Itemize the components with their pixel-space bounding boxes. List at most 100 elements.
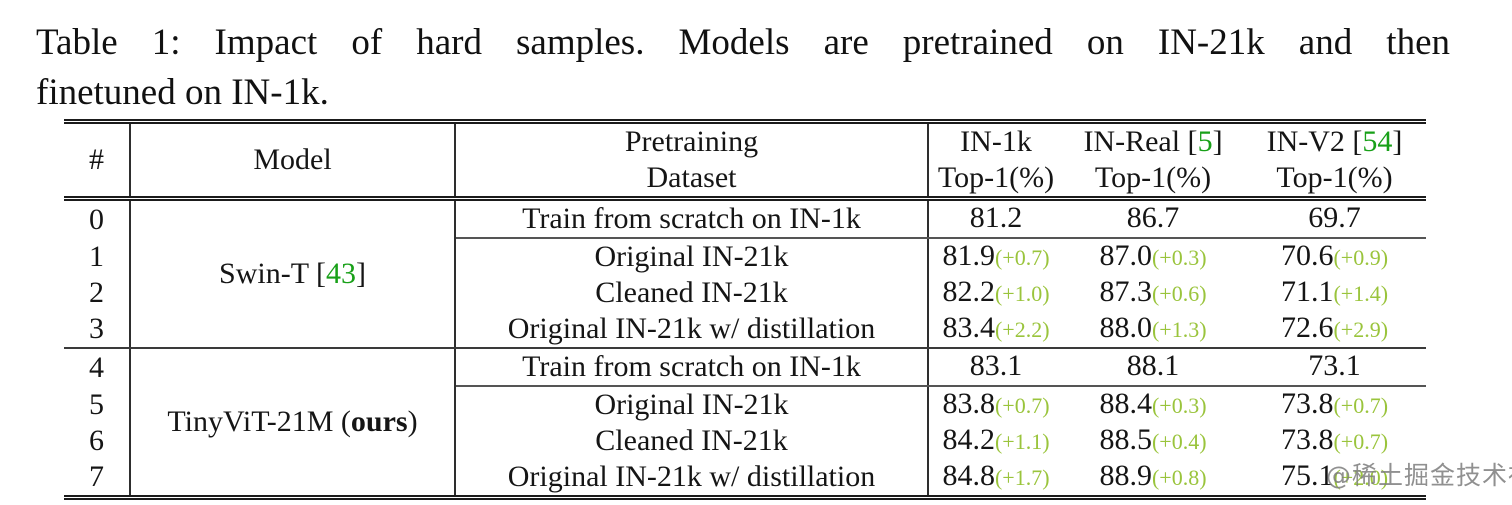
table-caption: Table 1: Impact of hard samples. Models … xyxy=(36,18,1450,118)
metric-cell: 81.9(+0.7) xyxy=(928,238,1063,275)
metric-delta: (+2.2) xyxy=(994,317,1050,342)
dataset-cell: Original IN-21k xyxy=(455,386,929,423)
metric-value: 88.0 xyxy=(1099,311,1152,344)
header-pretraining-line2: Dataset xyxy=(646,161,737,194)
header-in1k: IN-1k Top-1(%) xyxy=(928,121,1063,201)
metric-delta: (+0.4) xyxy=(1151,429,1207,454)
header-pretraining: Pretraining Dataset xyxy=(455,121,929,201)
metric-cell: 70.6(+0.9) xyxy=(1243,238,1426,275)
metric-cell: 69.7 xyxy=(1243,198,1426,239)
table-row: 0 Swin-T [43] Train from scratch on IN-1… xyxy=(64,198,1426,349)
metric-delta: (+1.4) xyxy=(1333,281,1389,306)
header-row: # Model Pretraining Dataset IN-1k Top-1(… xyxy=(64,121,1426,201)
citation-ref[interactable]: 5 xyxy=(1197,125,1213,158)
metric-cell: 87.0(+0.3) xyxy=(1063,238,1243,275)
header-inreal-label: IN-Real [ xyxy=(1083,125,1198,158)
dataset-cell: Original IN-21k xyxy=(455,238,929,275)
dataset-cell: Original IN-21k w/ distillation xyxy=(455,311,929,349)
table-row: 5 Original IN-21k 83.8(+0.7) 88.4(+0.3) … xyxy=(64,386,1426,423)
caption-line-2: finetuned on IN-1k. xyxy=(36,72,329,113)
table-row: 2 Cleaned IN-21k 82.2(+1.0) 87.3(+0.6) 7… xyxy=(64,275,1426,311)
metric-cell: 81.2 xyxy=(928,198,1063,239)
watermark: @稀土掘金技术社区 xyxy=(1326,461,1512,490)
metric-cell: 87.3(+0.6) xyxy=(1063,275,1243,311)
metric-cell: 83.8(+0.7) xyxy=(928,386,1063,423)
row-number: 5 xyxy=(64,386,131,423)
model-bracket: ] xyxy=(355,257,366,290)
dataset-cell: Train from scratch on IN-1k xyxy=(455,348,929,387)
metric-delta: (+0.6) xyxy=(1151,281,1207,306)
header-model: Model xyxy=(130,121,456,201)
model-ours-flag: ours xyxy=(350,405,408,438)
results-table: # Model Pretraining Dataset IN-1k Top-1(… xyxy=(64,119,1426,500)
metric-cell: 88.9(+0.8) xyxy=(1063,459,1243,498)
header-pretraining-line1: Pretraining xyxy=(624,125,759,158)
metric-cell: 73.8(+0.7) xyxy=(1243,386,1426,423)
metric-delta: (+0.7) xyxy=(1333,429,1389,454)
metric-value: 83.1 xyxy=(969,349,1023,382)
dataset-cell: Original IN-21k w/ distillation xyxy=(455,459,929,498)
header-inreal-bracket: ] xyxy=(1212,125,1223,158)
metric-value: 86.7 xyxy=(1126,201,1180,234)
metric-delta: (+0.3) xyxy=(1151,245,1207,270)
metric-value: 69.7 xyxy=(1308,201,1361,234)
metric-value: 88.5 xyxy=(1099,423,1152,456)
metric-cell: 84.8(+1.7) xyxy=(928,459,1063,498)
header-model-label: Model xyxy=(253,143,332,176)
metric-value: 88.9 xyxy=(1099,459,1152,492)
model-bracket: ) xyxy=(407,405,418,438)
caption-line-1: Table 1: Impact of hard samples. Models … xyxy=(36,22,1450,63)
model-cell-swin: Swin-T [43] xyxy=(130,198,456,349)
metric-cell: 83.1 xyxy=(928,348,1063,387)
header-num-label: # xyxy=(89,143,104,176)
row-number: 6 xyxy=(64,423,131,459)
metric-cell: 73.8(+0.7) xyxy=(1243,423,1426,459)
row-number: 3 xyxy=(64,311,131,349)
metric-delta: (+1.0) xyxy=(994,281,1050,306)
metric-value: 81.9 xyxy=(942,239,995,272)
metric-delta: (+0.3) xyxy=(1151,393,1207,418)
metric-value: 87.3 xyxy=(1099,275,1152,308)
metric-cell: 88.1 xyxy=(1063,348,1243,387)
metric-value: 81.2 xyxy=(969,201,1023,234)
header-in1k-sub: Top-1(%) xyxy=(937,161,1055,194)
metric-cell: 88.4(+0.3) xyxy=(1063,386,1243,423)
table-row: 7 Original IN-21k w/ distillation 84.8(+… xyxy=(64,459,1426,498)
citation-ref[interactable]: 54 xyxy=(1362,125,1393,158)
table-row: 6 Cleaned IN-21k 84.2(+1.1) 88.5(+0.4) 7… xyxy=(64,423,1426,459)
metric-cell: 84.2(+1.1) xyxy=(928,423,1063,459)
metric-cell: 75.1(+2.0) xyxy=(1243,459,1426,498)
metric-delta: (+1.7) xyxy=(994,465,1050,490)
metric-delta: (+0.8) xyxy=(1151,465,1207,490)
row-number: 4 xyxy=(64,348,131,386)
metric-cell: 72.6(+2.9) xyxy=(1243,311,1426,349)
row-number: 1 xyxy=(64,238,131,275)
model-name: Swin-T [ xyxy=(219,257,326,290)
metric-delta: (+0.7) xyxy=(994,393,1050,418)
metric-value: 72.6 xyxy=(1280,311,1334,344)
model-cell-tinyvit: TinyViT-21M (ours) xyxy=(130,348,456,498)
table-row: 1 Original IN-21k 81.9(+0.7) 87.0(+0.3) … xyxy=(64,238,1426,275)
metric-value: 84.8 xyxy=(942,459,995,492)
dataset-cell: Train from scratch on IN-1k xyxy=(455,198,929,239)
row-number: 0 xyxy=(64,198,131,238)
header-num: # xyxy=(64,121,131,201)
metric-delta: (+2.0) xyxy=(1333,465,1389,490)
metric-cell: 73.1 xyxy=(1243,348,1426,387)
metric-delta: (+0.9) xyxy=(1333,245,1389,270)
metric-value: 87.0 xyxy=(1099,239,1152,272)
metric-value: 83.4 xyxy=(942,311,995,344)
citation-ref[interactable]: 43 xyxy=(325,257,356,290)
metric-delta: (+1.3) xyxy=(1151,317,1207,342)
row-number: 2 xyxy=(64,275,131,311)
dataset-cell: Cleaned IN-21k xyxy=(455,423,929,459)
header-inv2-label: IN-V2 [ xyxy=(1266,125,1363,158)
metric-value: 73.1 xyxy=(1308,349,1361,382)
table-row: 4 TinyViT-21M (ours) Train from scratch … xyxy=(64,348,1426,498)
metric-cell: 82.2(+1.0) xyxy=(928,275,1063,311)
dataset-cell: Cleaned IN-21k xyxy=(455,275,929,311)
metric-value: 75.1 xyxy=(1280,459,1334,492)
metric-value: 83.8 xyxy=(942,387,995,420)
header-inv2-sub: Top-1(%) xyxy=(1276,161,1393,194)
metric-value: 73.8 xyxy=(1280,423,1334,456)
